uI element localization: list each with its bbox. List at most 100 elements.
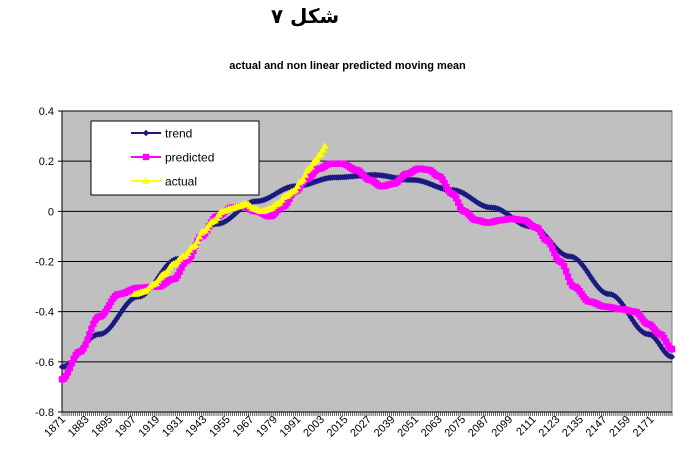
y-tick-label: 0.2 <box>39 156 54 168</box>
x-tick-label: 2039 <box>372 414 398 440</box>
x-tick-label: 1895 <box>89 414 115 440</box>
predicted-point <box>537 228 544 236</box>
actual-point <box>321 142 329 149</box>
trend-point <box>653 336 660 344</box>
predicted-point <box>178 264 185 271</box>
trend-point <box>572 255 580 262</box>
predicted-point <box>451 191 458 199</box>
actual-point <box>307 162 315 170</box>
y-tick-label: -0.8 <box>35 407 54 419</box>
actual-point <box>193 237 202 245</box>
predicted-point <box>186 255 193 263</box>
predicted-point <box>105 302 113 309</box>
x-tick-label: 2159 <box>607 414 633 440</box>
trend-point <box>598 287 605 294</box>
predicted-point <box>558 259 566 266</box>
x-tick-label: 2015 <box>325 414 351 440</box>
trend-point <box>594 283 601 290</box>
x-tick-label: 2003 <box>301 414 327 440</box>
x-tick-label: 1943 <box>184 414 210 440</box>
x-tick-label: 2099 <box>490 414 516 440</box>
predicted-point <box>564 273 572 281</box>
legend-swatch-marker <box>142 177 150 184</box>
actual-point <box>319 145 327 153</box>
predicted-point <box>64 369 72 376</box>
trend-point <box>115 312 123 319</box>
actual-point <box>195 232 204 240</box>
trend-point <box>668 353 676 361</box>
x-tick-label: 2063 <box>419 414 445 440</box>
x-tick-label: 2075 <box>442 414 468 440</box>
predicted-point <box>176 268 183 275</box>
figure-title: شکل ۷ <box>270 4 340 28</box>
actual-point <box>313 155 321 163</box>
trend-point <box>111 318 119 325</box>
legend-box <box>90 120 260 196</box>
predicted-point <box>84 336 91 343</box>
predicted-point <box>456 203 464 211</box>
predicted-point <box>547 240 554 248</box>
predicted-point <box>86 331 93 338</box>
predicted-point <box>88 325 95 333</box>
predicted-point <box>443 183 450 191</box>
trend-point <box>637 327 644 334</box>
trend-point <box>613 294 621 302</box>
predicted-point <box>662 338 670 345</box>
trend-point <box>123 301 130 308</box>
x-tick-label: 1883 <box>66 414 92 440</box>
x-tick-label: 2111 <box>514 414 539 439</box>
predicted-point <box>90 320 97 328</box>
trend-point <box>229 212 236 220</box>
trend-point <box>658 345 666 352</box>
predicted-point <box>562 268 570 275</box>
legend-label: trend <box>165 127 192 141</box>
legend-label: actual <box>165 175 197 189</box>
predicted-point <box>80 345 87 352</box>
x-tick-label: 1991 <box>278 414 304 440</box>
predicted-point <box>284 199 291 206</box>
trend-point <box>590 277 597 285</box>
x-tick-label: 2123 <box>537 414 563 440</box>
predicted-point <box>549 245 556 252</box>
predicted-point <box>68 360 76 367</box>
y-tick-label: 0.4 <box>39 106 54 118</box>
trend-point <box>227 214 234 221</box>
actual-point <box>299 175 308 183</box>
predicted-point <box>174 272 181 279</box>
legend-label: predicted <box>165 151 214 165</box>
predicted-point <box>668 346 676 353</box>
x-tick-label: 1919 <box>136 414 162 440</box>
x-tick-label: 2027 <box>348 414 374 440</box>
predicted-point <box>82 341 89 348</box>
chart-title: actual and non linear predicted moving m… <box>229 60 466 72</box>
trend-point <box>635 325 642 332</box>
predicted-point <box>66 364 74 372</box>
trend-point <box>615 296 623 304</box>
x-tick-label: 2051 <box>395 414 421 440</box>
predicted-point <box>660 334 668 342</box>
x-tick-label: 1979 <box>254 414 280 440</box>
legend-swatch-marker <box>142 129 150 137</box>
trend-point <box>119 306 127 313</box>
x-tick-label: 1907 <box>113 414 139 440</box>
y-tick-label: 0 <box>48 206 54 218</box>
y-tick-label: -0.4 <box>35 307 54 319</box>
predicted-point <box>566 278 574 286</box>
predicted-point <box>70 355 77 362</box>
trend-point <box>633 322 640 330</box>
x-tick-label: 1967 <box>231 414 257 440</box>
x-tick-label: 1931 <box>160 414 186 440</box>
x-tick-label: 2147 <box>584 414 610 440</box>
predicted-point <box>190 247 197 255</box>
actual-point <box>291 185 300 193</box>
trend-point <box>657 342 664 349</box>
actual-point <box>301 170 310 178</box>
trend-point <box>588 275 595 282</box>
trend-point <box>660 347 668 355</box>
predicted-point <box>103 305 111 313</box>
predicted-point <box>455 199 462 206</box>
trend-point <box>472 198 480 205</box>
predicted-point <box>560 263 568 270</box>
trend-point <box>655 339 662 346</box>
